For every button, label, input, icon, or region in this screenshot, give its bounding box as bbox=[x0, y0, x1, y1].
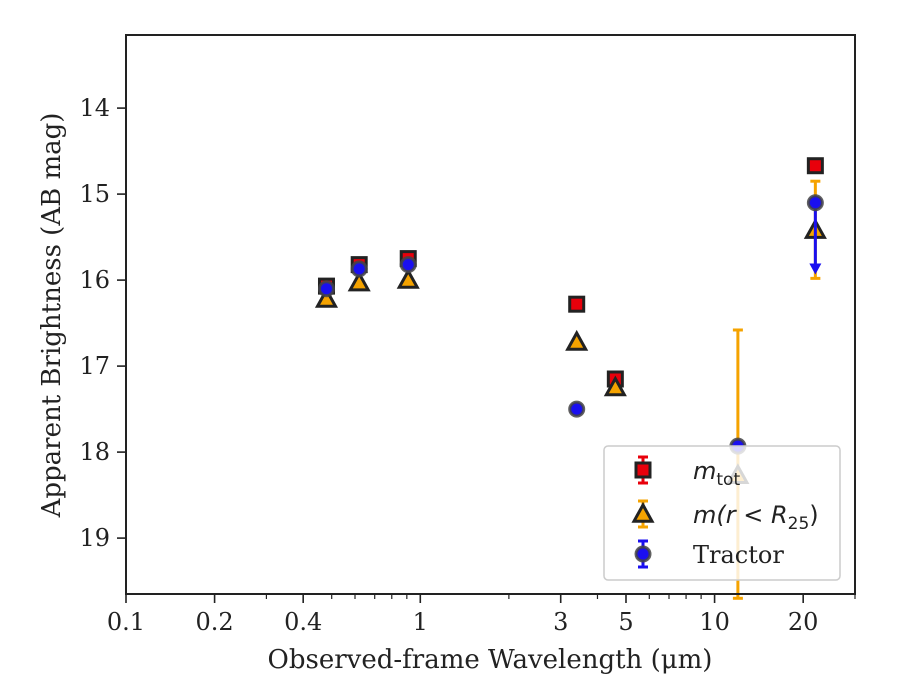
x-tick-label: 0.2 bbox=[196, 608, 234, 636]
legend-box bbox=[603, 445, 841, 581]
x-tick-label: 1 bbox=[413, 608, 428, 636]
y-tick-label: 19 bbox=[79, 524, 110, 552]
triangle-marker bbox=[347, 270, 371, 292]
legend-label: m(r < R25) bbox=[693, 501, 819, 534]
y-tick-label: 17 bbox=[79, 352, 110, 380]
triangle-marker bbox=[603, 375, 627, 397]
triangle-marker bbox=[396, 268, 420, 289]
circle-marker bbox=[350, 260, 368, 278]
legend-label: Tractor bbox=[693, 541, 784, 569]
y-tick-label: 15 bbox=[79, 180, 110, 208]
triangle-marker bbox=[631, 501, 655, 523]
x-tick-label: 10 bbox=[699, 608, 730, 636]
square-marker bbox=[568, 295, 586, 313]
y-tick-label: 16 bbox=[79, 266, 110, 294]
upper-limit-arrow-head bbox=[809, 263, 822, 275]
circle-marker bbox=[806, 194, 824, 212]
y-tick-label: 18 bbox=[79, 438, 110, 466]
y-axis-title: Apparent Brightness (AB mag) bbox=[37, 113, 67, 519]
x-tick-label: 0.4 bbox=[284, 608, 322, 636]
legend: mtot m(r < R25) Tractor bbox=[603, 445, 841, 581]
x-axis-title: Observed-frame Wavelength (μm) bbox=[268, 645, 713, 675]
triangle-marker bbox=[314, 286, 339, 308]
x-tick-label: 3 bbox=[553, 608, 568, 636]
triangle-marker bbox=[565, 329, 589, 351]
legend-label: mtot bbox=[693, 457, 740, 490]
circle-marker bbox=[634, 545, 652, 563]
x-tick-label: 20 bbox=[788, 608, 819, 636]
x-tick-label: 0.1 bbox=[107, 608, 145, 636]
circle-marker bbox=[399, 256, 417, 274]
circle-marker bbox=[317, 280, 335, 298]
y-tick-label: 14 bbox=[79, 94, 110, 122]
circle-marker bbox=[568, 400, 586, 418]
square-marker bbox=[806, 157, 824, 175]
x-tick-label: 5 bbox=[618, 608, 633, 636]
ticks-layer: 0.1 0.2 0.4 1 3 5 10 20 14 15 16 17 18 19 bbox=[79, 94, 856, 636]
square-marker bbox=[634, 461, 652, 479]
plot-frame bbox=[125, 34, 856, 595]
